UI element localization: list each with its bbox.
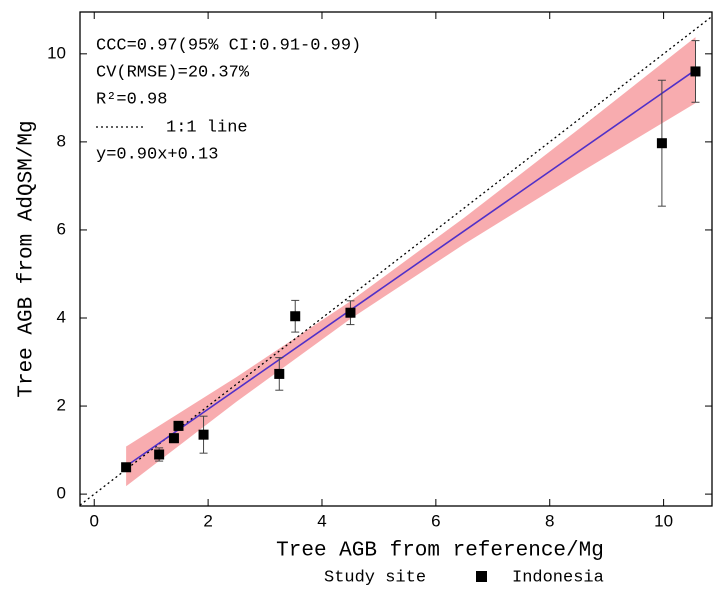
y-tick-label: 10 [47, 43, 66, 62]
point [290, 311, 301, 322]
legend-marker [476, 571, 487, 582]
point [168, 433, 179, 444]
identity-line [79, 15, 713, 506]
x-tick-label: 6 [431, 511, 440, 530]
x-tick-label: 10 [654, 511, 673, 530]
point [656, 138, 667, 149]
annotation: R²=0.98 [96, 90, 167, 109]
plot-frame [79, 11, 713, 507]
point [274, 368, 285, 379]
x-tick-label: 8 [545, 511, 554, 530]
legend-label: Indonesia [512, 568, 604, 587]
point [345, 307, 356, 318]
y-tick-label: 8 [57, 131, 66, 150]
y-tick-label: 4 [57, 307, 66, 326]
y-tick-label: 0 [57, 484, 66, 503]
x-axis-title: Tree AGB from reference/Mg [276, 540, 604, 563]
fit-line [125, 69, 696, 467]
point [690, 66, 701, 77]
annotation: y=0.90x+0.13 [96, 145, 218, 164]
point [121, 462, 132, 473]
x-tick-label: 4 [317, 511, 326, 530]
point [173, 420, 184, 431]
x-tick-label: 2 [203, 511, 212, 530]
annotation: CV(RMSE)=20.37% [96, 63, 250, 82]
confidence-band [126, 37, 696, 487]
annotation: CCC=0.97(95% CI:0.91-0.99) [96, 36, 361, 55]
point [198, 429, 209, 440]
y-axis-title: Tree AGB from AdQSM/Mg [16, 120, 39, 397]
identity-legend-label: 1:1 line [166, 118, 248, 137]
y-tick-label: 6 [57, 219, 66, 238]
x-tick-label: 0 [89, 511, 98, 530]
legend-title: Study site [324, 568, 426, 587]
point [154, 449, 165, 460]
y-tick-label: 2 [57, 396, 66, 415]
